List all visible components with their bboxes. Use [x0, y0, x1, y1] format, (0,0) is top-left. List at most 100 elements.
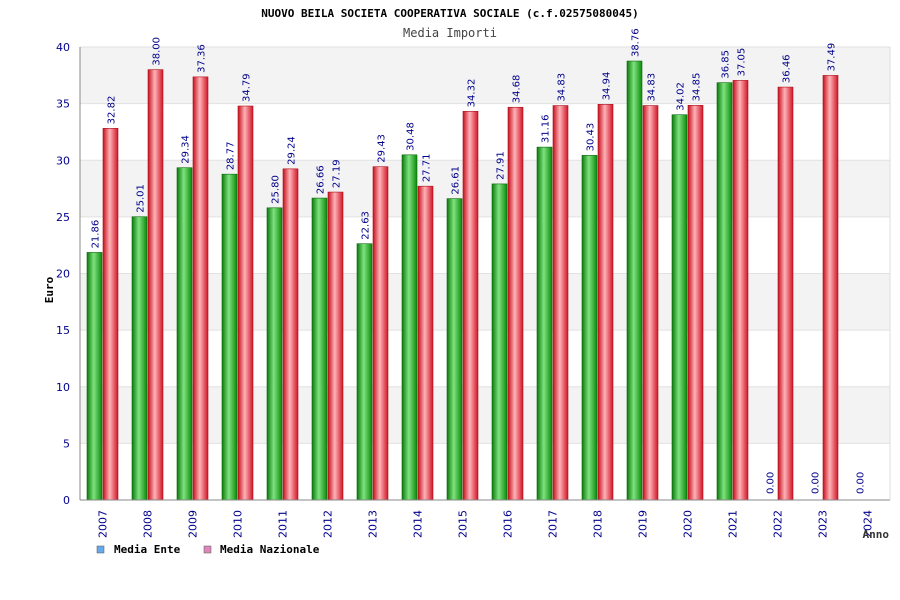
- data-label: 36.46: [782, 54, 793, 83]
- x-tick-label: 2009: [187, 510, 200, 538]
- x-tick-label: 2008: [142, 510, 155, 538]
- data-label: 36.85: [721, 50, 732, 79]
- bar-media-ente: [176, 167, 193, 501]
- chart-title: NUOVO BEILA SOCIETA COOPERATIVA SOCIALE …: [261, 7, 639, 20]
- y-tick-label: 5: [63, 437, 70, 450]
- legend-swatch-media-ente: [96, 545, 105, 554]
- data-label: 0.00: [766, 472, 777, 494]
- data-label: 34.68: [512, 75, 523, 104]
- bar-media-nazionale: [417, 185, 434, 501]
- bar-media-nazionale: [597, 104, 614, 501]
- data-label: 34.02: [676, 82, 687, 111]
- data-label: 29.43: [377, 134, 388, 163]
- bar-media-ente: [581, 155, 598, 501]
- x-tick-label: 2017: [547, 510, 560, 538]
- grid-bands: [80, 47, 890, 500]
- bar-media-nazionale: [687, 105, 704, 501]
- y-tick-labels: 0 5 10 15 20 25 30 35 40: [56, 41, 70, 507]
- data-label: 22.63: [361, 211, 372, 240]
- bar-media-ente: [266, 207, 283, 501]
- legend-label-media-nazionale: Media Nazionale: [220, 543, 320, 556]
- x-tick-label: 2020: [682, 510, 695, 538]
- data-label: 37.36: [197, 44, 208, 73]
- grid-band: [80, 216, 890, 274]
- bar-media-ente: [86, 252, 103, 501]
- y-tick-label: 25: [56, 211, 70, 224]
- bar-media-nazionale: [732, 80, 749, 501]
- bar-media-nazionale: [642, 105, 659, 501]
- data-label: 38.76: [631, 28, 642, 57]
- bar-media-nazionale: [147, 69, 164, 501]
- data-label: 0.00: [811, 472, 822, 494]
- bar-media-ente: [716, 82, 733, 501]
- x-tick-label: 2015: [457, 510, 470, 538]
- data-label: 25.80: [271, 175, 282, 204]
- bar-media-ente: [401, 154, 418, 501]
- bar-media-nazionale: [552, 105, 569, 501]
- y-tick-label: 30: [56, 154, 70, 167]
- y-tick-label: 15: [56, 324, 70, 337]
- y-axis-label: Euro: [43, 276, 56, 303]
- x-axis-label: Anno: [863, 528, 890, 541]
- bar-media-nazionale: [462, 111, 479, 501]
- y-tick-label: 10: [56, 381, 70, 394]
- plot-area: 0 5 10 15 20 25 30 35 40 2007 2008 2009 2010 2011 201…: [56, 28, 891, 538]
- y-tick-label: 0: [63, 494, 70, 507]
- bar-media-nazionale: [237, 105, 254, 501]
- y-tick-label: 40: [56, 41, 70, 54]
- y-tick-label: 35: [56, 98, 70, 111]
- bar-media-ente: [221, 173, 238, 501]
- y-tick-label: 20: [56, 268, 70, 281]
- data-label: 34.83: [557, 73, 568, 102]
- data-label: 34.85: [692, 73, 703, 102]
- x-tick-label: 2023: [817, 510, 830, 538]
- bar-media-nazionale: [192, 76, 209, 501]
- data-label: 37.05: [737, 48, 748, 77]
- data-label: 21.86: [91, 220, 102, 249]
- bar-media-ente: [446, 198, 463, 501]
- bar-media-nazionale: [777, 86, 794, 501]
- legend-label-media-ente: Media Ente: [114, 543, 181, 556]
- data-label: 26.61: [451, 166, 462, 195]
- grid-band: [80, 103, 890, 161]
- bar-media-ente: [491, 183, 508, 501]
- bar-media-nazionale: [507, 106, 524, 501]
- x-tick-label: 2021: [727, 510, 740, 538]
- data-label: 37.49: [827, 43, 838, 72]
- x-tick-label: 2022: [772, 510, 785, 538]
- grid-band: [80, 160, 890, 217]
- data-label: 34.32: [467, 79, 478, 108]
- data-label: 27.71: [422, 154, 433, 183]
- data-label: 30.48: [406, 122, 417, 151]
- data-label: 27.19: [332, 159, 343, 188]
- value-labels: 21.86 32.82 25.01 38.00 29.34 37.36 28.77 34.79…: [91, 28, 867, 494]
- data-label: 34.83: [647, 73, 658, 102]
- data-label: 0.00: [856, 472, 867, 494]
- grid-band: [80, 386, 890, 444]
- x-tick-label: 2012: [322, 510, 335, 538]
- x-tick-label: 2016: [502, 510, 515, 538]
- data-label: 29.34: [181, 135, 192, 164]
- bar-media-ente: [131, 216, 148, 501]
- bar-media-ente: [536, 146, 553, 501]
- data-label: 31.16: [541, 114, 552, 143]
- grid-band: [80, 47, 890, 104]
- data-label: 32.82: [107, 96, 118, 125]
- data-label: 25.01: [136, 184, 147, 213]
- bar-media-nazionale: [822, 75, 839, 501]
- x-tick-label: 2013: [367, 510, 380, 538]
- bar-media-nazionale: [282, 168, 299, 501]
- data-label: 29.24: [287, 136, 298, 165]
- bar-media-nazionale: [102, 128, 119, 501]
- bar-media-ente: [671, 114, 688, 501]
- x-tick-labels: 2007 2008 2009 2010 2011 2012 2013 2014 2015 2016…: [97, 510, 875, 538]
- data-label: 38.00: [152, 37, 163, 66]
- data-label: 26.66: [316, 165, 327, 194]
- grid-band: [80, 443, 890, 500]
- data-label: 30.43: [586, 123, 597, 152]
- legend: Media Ente Media Nazionale: [96, 543, 320, 556]
- data-label: 34.79: [242, 73, 253, 102]
- x-tick-label: 2011: [277, 510, 290, 538]
- x-tick-label: 2014: [412, 510, 425, 538]
